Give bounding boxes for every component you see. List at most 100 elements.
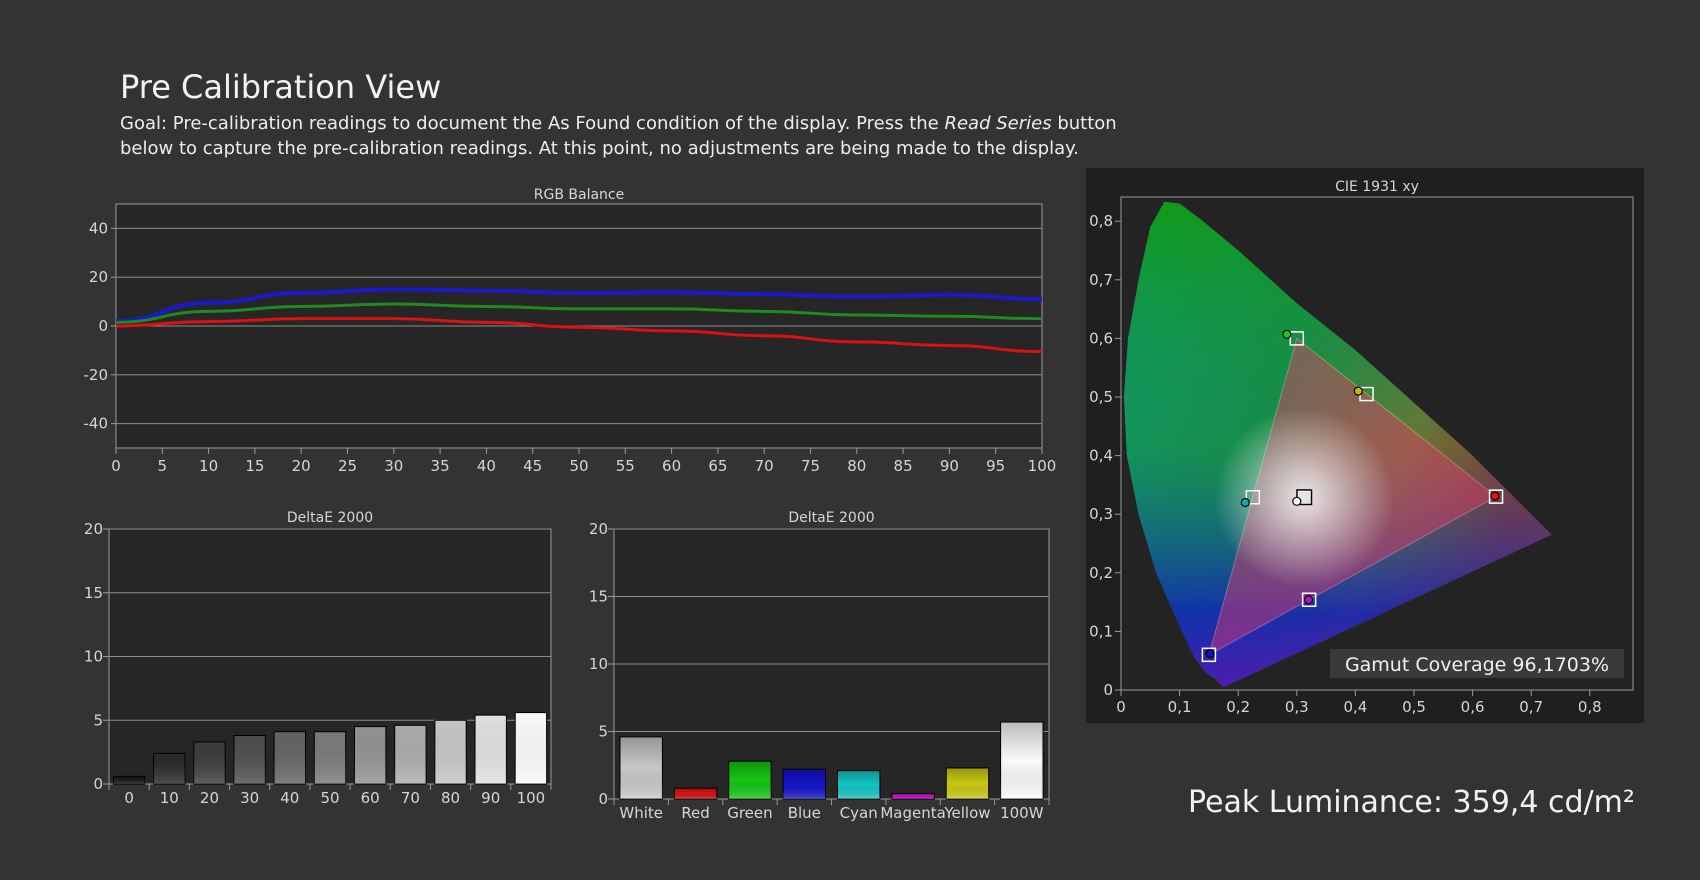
x-tick-label: 0,1	[1168, 698, 1192, 716]
x-tick-label: 35	[431, 457, 450, 475]
gamut-coverage-box	[1330, 649, 1624, 678]
y-tick-label: 0	[1103, 681, 1113, 699]
chart-title: CIE 1931 xy	[1335, 179, 1419, 195]
goal-text-suffix: button below to capture the pre-calibrat…	[120, 113, 1117, 159]
x-tick-label: 70	[755, 457, 774, 475]
y-tick-label: -20	[84, 366, 109, 384]
measured-point	[1205, 649, 1215, 659]
bar-shade	[837, 770, 880, 799]
x-tick-label: Yellow	[943, 804, 990, 822]
gamut-coverage-label: Gamut Coverage 96,1703%	[1345, 654, 1609, 676]
x-tick-label: 65	[708, 457, 727, 475]
bar-shade	[891, 793, 935, 799]
x-tick-label: 30	[240, 789, 259, 807]
measured-point	[1490, 491, 1500, 501]
x-tick-label: 50	[569, 457, 588, 475]
chart-title: DeltaE 2000	[788, 510, 874, 526]
y-tick-label: 0,1	[1089, 622, 1113, 640]
x-tick-label: 30	[384, 457, 403, 475]
series-line	[115, 302, 1043, 324]
x-tick-label: 40	[477, 457, 496, 475]
bar-shade	[946, 767, 989, 799]
x-tick-label: 0,2	[1226, 698, 1250, 716]
x-tick-label: White	[619, 804, 663, 822]
x-tick-label: 95	[986, 457, 1005, 475]
y-tick-label: 0	[598, 790, 608, 808]
bar-shade	[434, 720, 467, 784]
page-title: Pre Calibration View	[120, 68, 442, 106]
x-tick-label: 100	[1028, 457, 1057, 475]
x-tick-label: Cyan	[840, 804, 878, 822]
rgb-balance-chart: RGB Balance 40 20 0 -20 -40 0 5 10 15 20 25 30 35 40 45…	[84, 187, 1057, 475]
bar-shade	[153, 753, 185, 784]
measured-point	[1292, 496, 1302, 506]
y-tick-label: 15	[589, 588, 608, 606]
x-tick-label: 0,4	[1343, 698, 1367, 716]
measured-point	[1240, 497, 1250, 508]
y-tick-label: 0,2	[1089, 564, 1113, 582]
y-tick-label: -40	[84, 415, 109, 433]
color-deltae-chart: DeltaE 2000 20 15 10 5 0 White Red Green Blue Cyan…	[589, 510, 1050, 822]
x-tick-label: 80	[441, 789, 460, 807]
y-tick-label: 10	[84, 648, 103, 666]
x-tick-label: 5	[158, 457, 168, 475]
x-tick-label: 40	[280, 789, 299, 807]
y-tick-label: 15	[84, 584, 103, 602]
y-tick-label: 0,6	[1089, 329, 1113, 347]
x-tick-label: 90	[940, 457, 959, 475]
x-tick-label: 10	[160, 789, 179, 807]
bar-shade	[394, 725, 427, 784]
read-series-emphasis: Read Series	[944, 113, 1052, 134]
x-tick-label: 0	[1116, 698, 1126, 716]
x-tick-label: 60	[361, 789, 380, 807]
x-tick-label: 0,5	[1402, 698, 1426, 716]
x-tick-label: 0	[124, 789, 134, 807]
bar-shade	[193, 741, 226, 784]
x-tick-label: Magenta	[880, 804, 945, 822]
chart-title: DeltaE 2000	[287, 510, 373, 526]
bar-shade	[274, 731, 306, 784]
bar-shade	[475, 715, 507, 784]
chart-title: RGB Balance	[534, 187, 624, 203]
target-square	[1201, 647, 1217, 663]
goal-text-prefix: Goal: Pre-calibration readings to docume…	[120, 113, 945, 134]
gamut-magenta-region	[1208, 496, 1497, 655]
x-tick-label: 25	[338, 457, 357, 475]
y-tick-label: 0,7	[1089, 271, 1113, 289]
target-square	[1301, 592, 1317, 608]
y-tick-label: 20	[89, 268, 108, 286]
x-tick-label: 20	[292, 457, 311, 475]
y-tick-label: 10	[589, 655, 608, 673]
bar-shade	[113, 776, 145, 784]
gamut-yellow-region	[1296, 338, 1497, 497]
y-tick-label: 0,4	[1089, 447, 1113, 465]
x-tick-label: 0,3	[1285, 698, 1309, 716]
x-tick-label: 0	[111, 457, 121, 475]
x-tick-label: 55	[616, 457, 635, 475]
bar-shade	[674, 788, 717, 799]
x-tick-label: 70	[401, 789, 420, 807]
x-tick-label: 50	[320, 789, 339, 807]
cie-1931-chart: CIE 1931 xy 0 0,1 0,2 0,3 0,4 0,5 0,6 0,7 0,8 0,8 0…	[1086, 168, 1644, 723]
x-tick-label: 20	[200, 789, 219, 807]
bar-shade	[619, 736, 663, 799]
x-tick-label: Red	[681, 804, 710, 822]
x-tick-label: 0,7	[1519, 698, 1543, 716]
measured-point	[1303, 595, 1314, 605]
bar-shade	[314, 731, 346, 784]
series-line	[115, 287, 1043, 324]
gamut-triangle-outline	[1208, 337, 1497, 656]
series-line	[115, 317, 1043, 354]
x-tick-label: 85	[894, 457, 913, 475]
y-tick-label: 0	[93, 775, 103, 793]
y-tick-label: 40	[89, 219, 108, 237]
x-tick-label: Blue	[788, 804, 821, 822]
bar-shade	[1000, 722, 1044, 799]
measured-point	[1282, 329, 1292, 339]
x-tick-label: 0,6	[1461, 698, 1485, 716]
bar-shade	[354, 726, 386, 784]
y-tick-label: 20	[589, 520, 608, 538]
y-tick-label: 0,3	[1089, 505, 1113, 523]
y-tick-label: 20	[84, 520, 103, 538]
